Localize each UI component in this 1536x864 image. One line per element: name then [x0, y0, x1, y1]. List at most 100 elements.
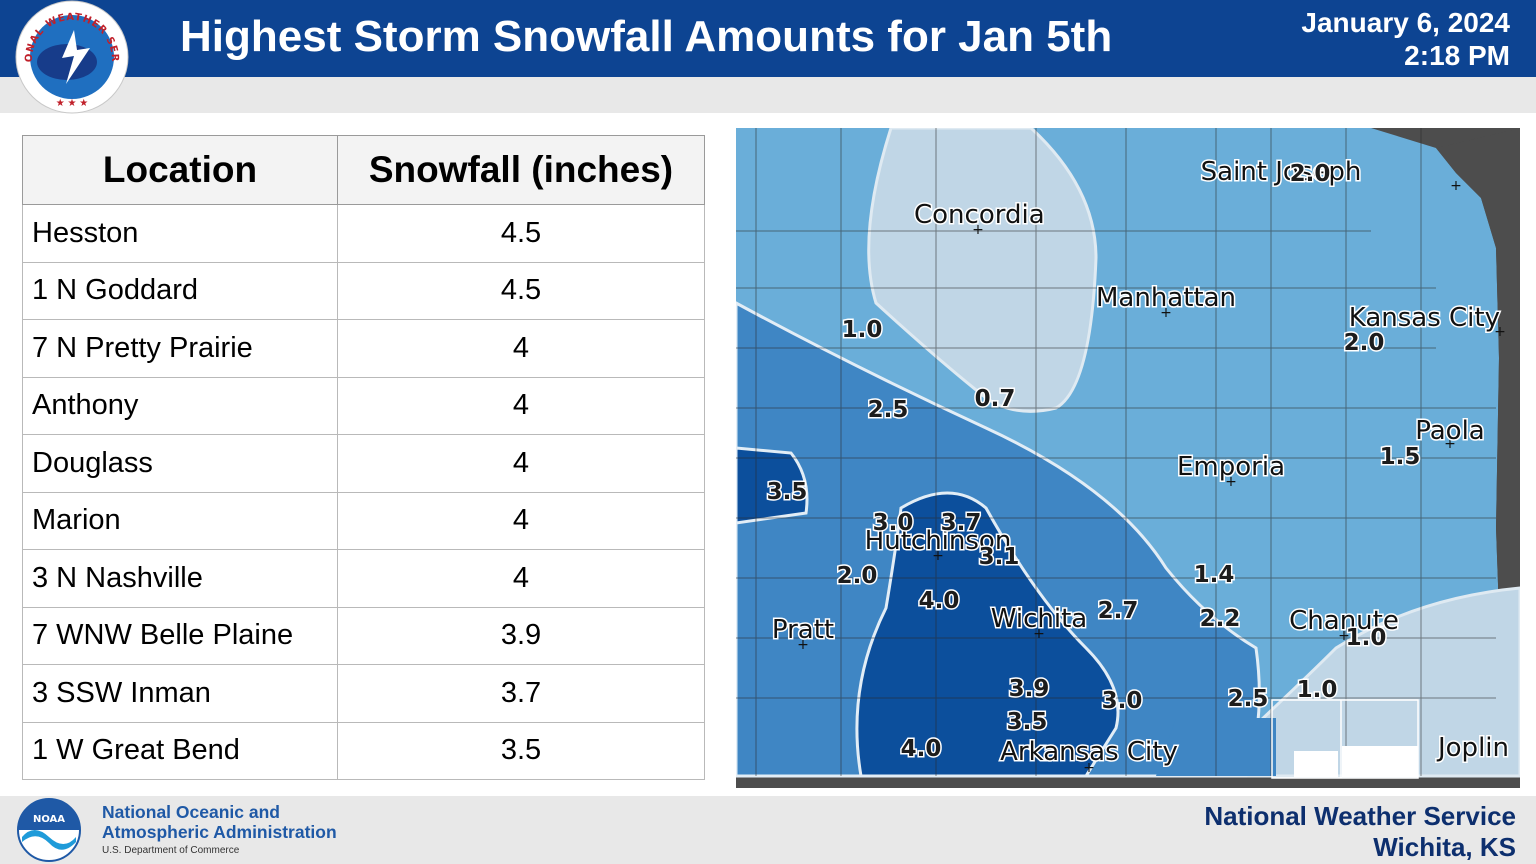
contour-lightest-north — [867, 128, 1098, 413]
svg-text:+: + — [1494, 324, 1506, 340]
contour-label: 1.4 — [1194, 562, 1235, 588]
contour-label: 2.5 — [1228, 686, 1269, 712]
city-label: Hutchinson — [865, 526, 1012, 556]
city-label: Joplin — [1436, 733, 1509, 763]
cell-snowfall: 4 — [337, 491, 705, 550]
missouri-shade — [1436, 128, 1520, 778]
noaa-logo-text: NOAA — [33, 814, 65, 825]
snowfall-map: + + + + + + + + + + + Concordia Saint Jos… — [736, 128, 1520, 788]
city-label: Wichita — [991, 604, 1087, 634]
contour-dark-central — [855, 491, 1120, 778]
noaa-logo-icon: NOAA — [17, 798, 81, 862]
city-label: Paola — [1415, 416, 1485, 446]
contour-label: 3.5 — [1007, 709, 1048, 735]
cell-location: 3 N Nashville — [22, 549, 338, 608]
issue-datetime: January 6, 2024 2:18 PM — [1301, 6, 1510, 72]
city-label: Saint Joseph — [1201, 157, 1362, 187]
svg-text:+: + — [1338, 628, 1350, 644]
cell-snowfall: 3.5 — [337, 721, 705, 780]
svg-text:+: + — [1450, 178, 1462, 194]
noaa-department: U.S. Department of Commerce — [102, 845, 240, 856]
map-inset-white-2 — [1342, 746, 1418, 777]
nws-office: National Weather Service Wichita, KS — [1204, 801, 1516, 863]
cell-location: 7 WNW Belle Plaine — [22, 606, 338, 665]
table-row: Hesston 4.5 — [22, 204, 705, 263]
nws-office-line2: Wichita, KS — [1373, 832, 1516, 862]
cell-snowfall: 4 — [337, 434, 705, 493]
noaa-agency-line2: Atmospheric Administration — [102, 822, 337, 842]
city-label: Concordia — [914, 200, 1045, 230]
city-markers: + + + + + + + + + + + — [797, 178, 1506, 776]
map-inset-white-1 — [1294, 751, 1338, 777]
cell-location: 1 W Great Bend — [22, 721, 338, 780]
column-header-snowfall: Snowfall (inches) — [337, 135, 705, 205]
svg-text:+: + — [972, 222, 984, 238]
contour-label: 1.5 — [1380, 444, 1421, 470]
city-label: Kansas City — [1349, 303, 1500, 333]
city-label: Manhattan — [1096, 283, 1236, 313]
county-boundaries — [736, 128, 1496, 776]
cell-snowfall: 4.5 — [337, 204, 705, 263]
cell-snowfall: 4 — [337, 319, 705, 378]
issue-date: January 6, 2024 — [1301, 7, 1510, 38]
svg-text:+: + — [1225, 474, 1237, 490]
table-row: 3 N Nashville 4 — [22, 549, 705, 608]
oklahoma-region — [736, 776, 1520, 788]
table-header-row: Location Snowfall (inches) — [22, 135, 705, 205]
contour-label: 1.0 — [842, 317, 883, 343]
city-label: Chanute — [1289, 606, 1399, 636]
contour-label: 1.0 — [1297, 677, 1338, 703]
contour-label: 1.0 — [1346, 625, 1387, 651]
contour-label: 3.1 — [979, 544, 1020, 570]
city-label: Pratt — [772, 615, 834, 645]
contour-label: 2.7 — [1098, 598, 1139, 624]
contour-label: 3.9 — [1009, 676, 1050, 702]
cell-location: 1 N Goddard — [22, 261, 338, 320]
contour-label: 2.2 — [1200, 606, 1241, 632]
contour-label: 4.0 — [901, 736, 942, 762]
svg-text:+: + — [1083, 760, 1095, 776]
contour-dark-west — [736, 446, 809, 525]
nws-office-line1: National Weather Service — [1204, 801, 1516, 831]
cell-snowfall: 4.5 — [337, 261, 705, 320]
table-row: 1 W Great Bend 3.5 — [22, 721, 705, 780]
noaa-agency-line1: National Oceanic and — [102, 802, 280, 822]
cell-snowfall: 4 — [337, 549, 705, 608]
cell-snowfall: 3.7 — [337, 664, 705, 723]
svg-text:+: + — [797, 637, 809, 653]
table-row: Marion 4 — [22, 491, 705, 550]
cell-location: Anthony — [22, 376, 338, 435]
city-label: Arkansas City — [1000, 737, 1178, 767]
contour-label: 3.5 — [767, 479, 808, 505]
table-row: Douglass 4 — [22, 434, 705, 493]
svg-text:★ ★ ★: ★ ★ ★ — [56, 98, 88, 109]
contour-label: 0.7 — [975, 386, 1016, 412]
city-label: Emporia — [1177, 452, 1285, 482]
header-bar — [0, 0, 1536, 77]
table-row: Anthony 4 — [22, 376, 705, 435]
cell-location: 7 N Pretty Prairie — [22, 319, 338, 378]
contour-label: 2.0 — [1290, 161, 1331, 187]
contour-label: 4.0 — [919, 588, 960, 614]
footer-bar — [0, 796, 1536, 864]
column-header-location: Location — [22, 135, 338, 205]
table-row: 7 WNW Belle Plaine 3.9 — [22, 606, 705, 665]
issue-time: 2:18 PM — [1404, 40, 1510, 71]
svg-text:+: + — [932, 548, 944, 564]
table-row: 7 N Pretty Prairie 4 — [22, 319, 705, 378]
cell-location: Hesston — [22, 204, 338, 263]
page-title: Highest Storm Snowfall Amounts for Jan 5… — [180, 12, 1113, 61]
noaa-agency-name: National Oceanic and Atmospheric Adminis… — [102, 802, 337, 842]
contour-label: 3.0 — [873, 510, 914, 536]
svg-text:+: + — [1160, 305, 1172, 321]
contour-label: 3.7 — [941, 510, 982, 536]
nws-logo-icon: NATIONAL WEATHER SERVICE ★ ★ ★ — [12, 0, 129, 114]
contour-label: 2.0 — [837, 563, 878, 589]
cell-snowfall: 3.9 — [337, 606, 705, 665]
svg-text:+: + — [1444, 436, 1456, 452]
contour-label: 3.0 — [1102, 688, 1143, 714]
contour-label: 2.0 — [1344, 330, 1385, 356]
table-row: 1 N Goddard 4.5 — [22, 261, 705, 320]
cell-location: Douglass — [22, 434, 338, 493]
cell-location: 3 SSW Inman — [22, 664, 338, 723]
